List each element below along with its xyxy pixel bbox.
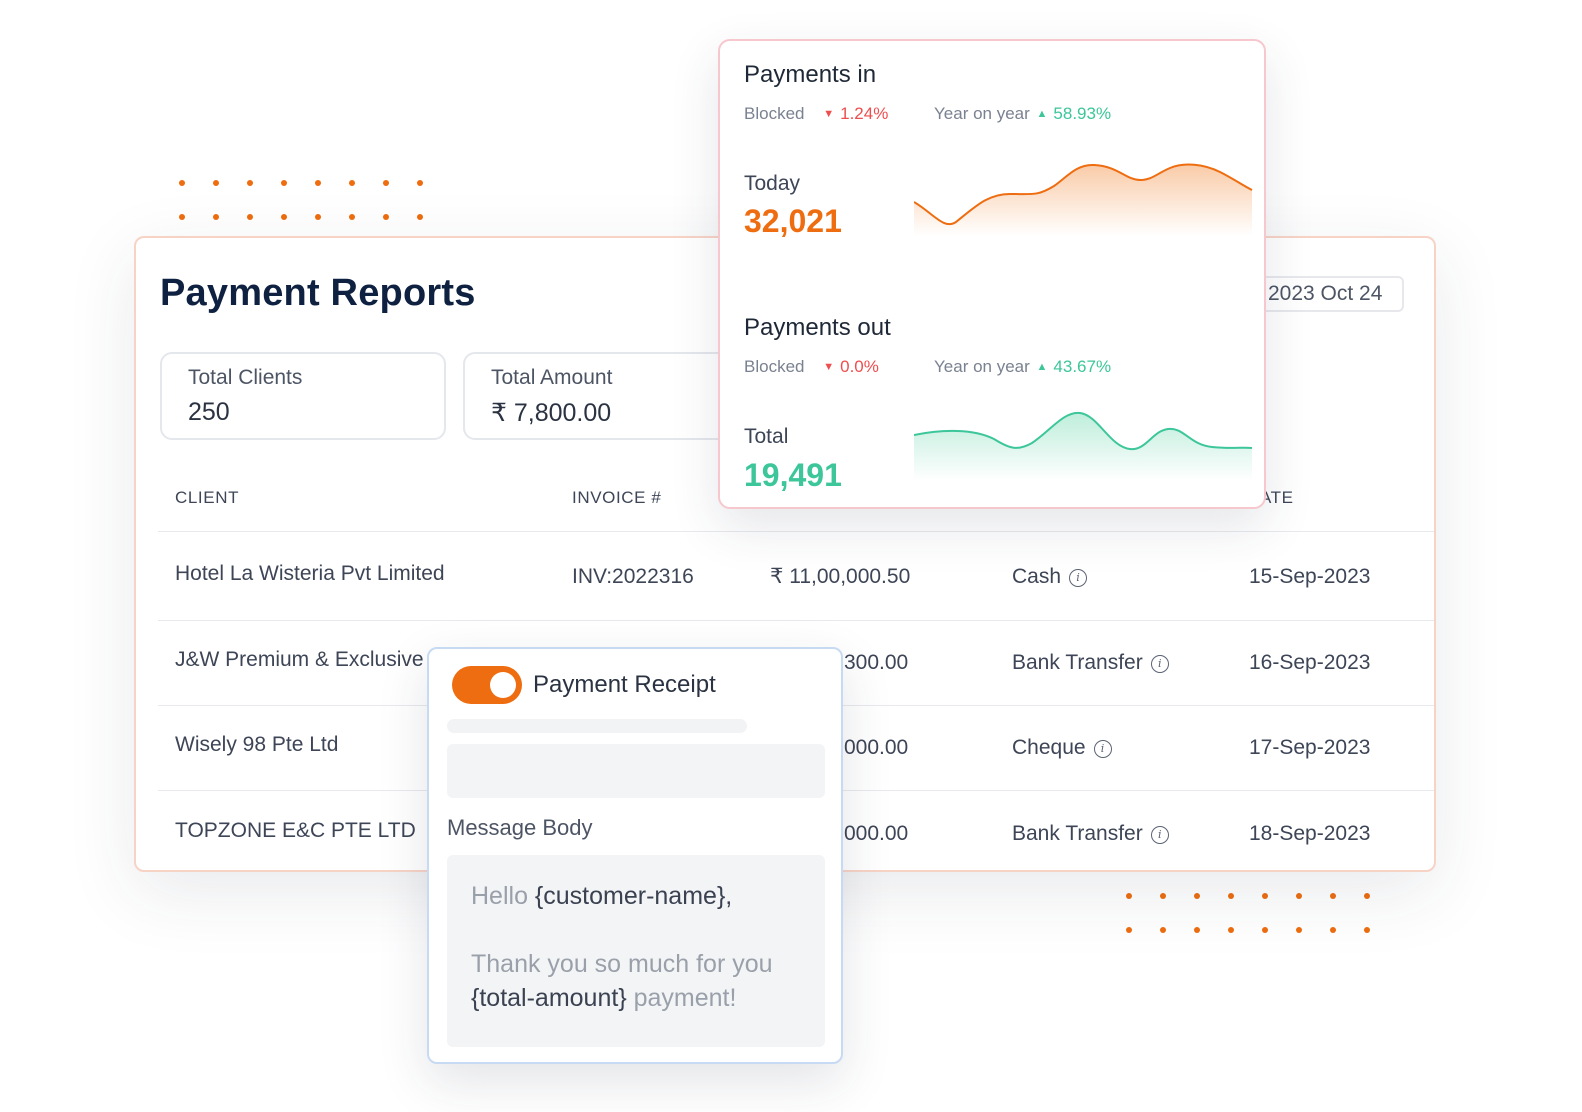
table-row[interactable]: Wisely 98 Pte Ltd 000.00 Cheque i 17-Sep-… [136, 705, 1434, 791]
stat-value: 250 [188, 398, 230, 426]
trend-up-icon: ▲ [1036, 361, 1048, 373]
dot-pattern-bottom [1126, 893, 1398, 961]
table-divider [158, 531, 1434, 532]
column-header-date[interactable]: ATE [1260, 488, 1294, 507]
table-row[interactable]: J&W Premium & Exclusive 300.00 Bank Tran… [136, 620, 1434, 706]
blocked-label: Blocked [744, 104, 805, 123]
subject-field[interactable] [447, 744, 825, 798]
cell-date: 15-Sep-2023 [1249, 565, 1371, 588]
stat-value: ₹ 7,800.00 [491, 399, 612, 427]
stat-label: Total Clients [188, 366, 303, 389]
cell-invoice: INV:2022316 [572, 565, 694, 588]
cell-date: 17-Sep-2023 [1249, 736, 1371, 759]
payments-out-blocked: Blocked ▼ 0.0% [744, 357, 879, 377]
payments-out-title: Payments out [744, 314, 891, 341]
cell-amount: 300.00 [844, 651, 909, 674]
msg-var-total-amount: {total-amount} [471, 984, 627, 1012]
msg-thanks: Thank you so much for you [471, 950, 773, 978]
column-header-client[interactable]: CLIENT [175, 488, 240, 507]
msg-var-customer-name: {customer-name}, [534, 882, 733, 910]
stat-total-amount: Total Amount ₹ 7,800.00 [463, 352, 763, 440]
payments-out-yoy: Year on year ▲ 43.67% [934, 357, 1111, 377]
method-label: Cheque [1012, 736, 1086, 759]
trend-down-icon: ▼ [823, 108, 835, 120]
cell-method: Bank Transfer i [1012, 791, 1169, 870]
message-body-label: Message Body [447, 815, 593, 840]
info-icon[interactable]: i [1093, 740, 1112, 758]
payments-out-metric-label: Total [744, 425, 789, 448]
message-body-field[interactable]: Hello {customer-name}, Thank you so much… [447, 855, 825, 1047]
sparkline-area [914, 412, 1252, 481]
yoy-value: 58.93% [1053, 104, 1112, 123]
receipt-title: Payment Receipt [533, 671, 716, 698]
table-row[interactable]: TOPZONE E&C PTE LTD 000.00 Bank Transfer… [136, 791, 1434, 870]
cell-client: TOPZONE E&C PTE LTD [175, 819, 416, 842]
sparkline-line [914, 411, 1253, 451]
info-icon[interactable]: i [1069, 569, 1088, 587]
payments-out-sparkline [914, 411, 1253, 481]
receipt-toggle[interactable] [452, 666, 522, 704]
payments-in-sparkline [914, 163, 1253, 236]
payments-out-metric-value: 19,491 [744, 457, 842, 493]
yoy-value: 43.67% [1053, 357, 1112, 376]
page-title: Payment Reports [160, 272, 476, 314]
yoy-label: Year on year [934, 357, 1030, 376]
cell-client: Hotel La Wisteria Pvt Limited [175, 562, 445, 585]
toggle-knob [490, 672, 516, 698]
stat-total-clients: Total Clients 250 [160, 352, 446, 440]
method-label: Bank Transfer [1012, 651, 1143, 674]
msg-end: payment! [626, 984, 737, 1012]
trend-up-icon: ▲ [1036, 108, 1048, 120]
payments-in-blocked: Blocked ▼ 1.24% [744, 104, 888, 124]
blocked-value: 1.24% [840, 104, 889, 123]
info-icon[interactable]: i [1150, 826, 1169, 844]
dot-pattern-top [179, 180, 451, 248]
table-divider [158, 620, 1434, 621]
blocked-value: 0.0% [840, 357, 879, 376]
method-label: Bank Transfer [1012, 822, 1143, 845]
method-label: Cash [1012, 565, 1062, 588]
cell-method: Bank Transfer i [1012, 620, 1169, 706]
payment-receipt-card: Payment Receipt Message Body Hello {cust… [427, 647, 843, 1064]
payments-in-metric-value: 32,021 [744, 203, 842, 239]
info-icon[interactable]: i [1150, 655, 1169, 673]
blocked-label: Blocked [744, 357, 805, 376]
cell-date: 18-Sep-2023 [1249, 822, 1371, 845]
cell-amount: 000.00 [844, 736, 909, 759]
sparkline-area [914, 164, 1252, 236]
yoy-label: Year on year [934, 104, 1030, 123]
cell-amount: ₹ 11,00,000.50 [770, 565, 911, 588]
stat-label: Total Amount [491, 366, 613, 389]
cell-method: Cheque i [1012, 705, 1112, 791]
payments-summary-card: Payments in Blocked ▼ 1.24% Year on year … [718, 39, 1266, 509]
table-row[interactable]: Hotel La Wisteria Pvt Limited INV:202231… [136, 534, 1434, 620]
cell-amount: 000.00 [844, 822, 909, 845]
cell-date: 16-Sep-2023 [1249, 651, 1371, 674]
trend-down-icon: ▼ [823, 361, 835, 373]
cell-client: Wisely 98 Pte Ltd [175, 733, 339, 756]
payments-in-metric-label: Today [744, 172, 801, 195]
payments-in-yoy: Year on year ▲ 58.93% [934, 104, 1111, 124]
cell-method: Cash i [1012, 534, 1088, 620]
msg-greeting: Hello [471, 882, 535, 910]
cell-client: J&W Premium & Exclusive [175, 648, 424, 671]
payments-in-title: Payments in [744, 61, 877, 88]
column-header-invoice[interactable]: INVOICE # [572, 488, 662, 507]
placeholder-bar [447, 719, 747, 733]
sparkline-line [914, 163, 1253, 225]
